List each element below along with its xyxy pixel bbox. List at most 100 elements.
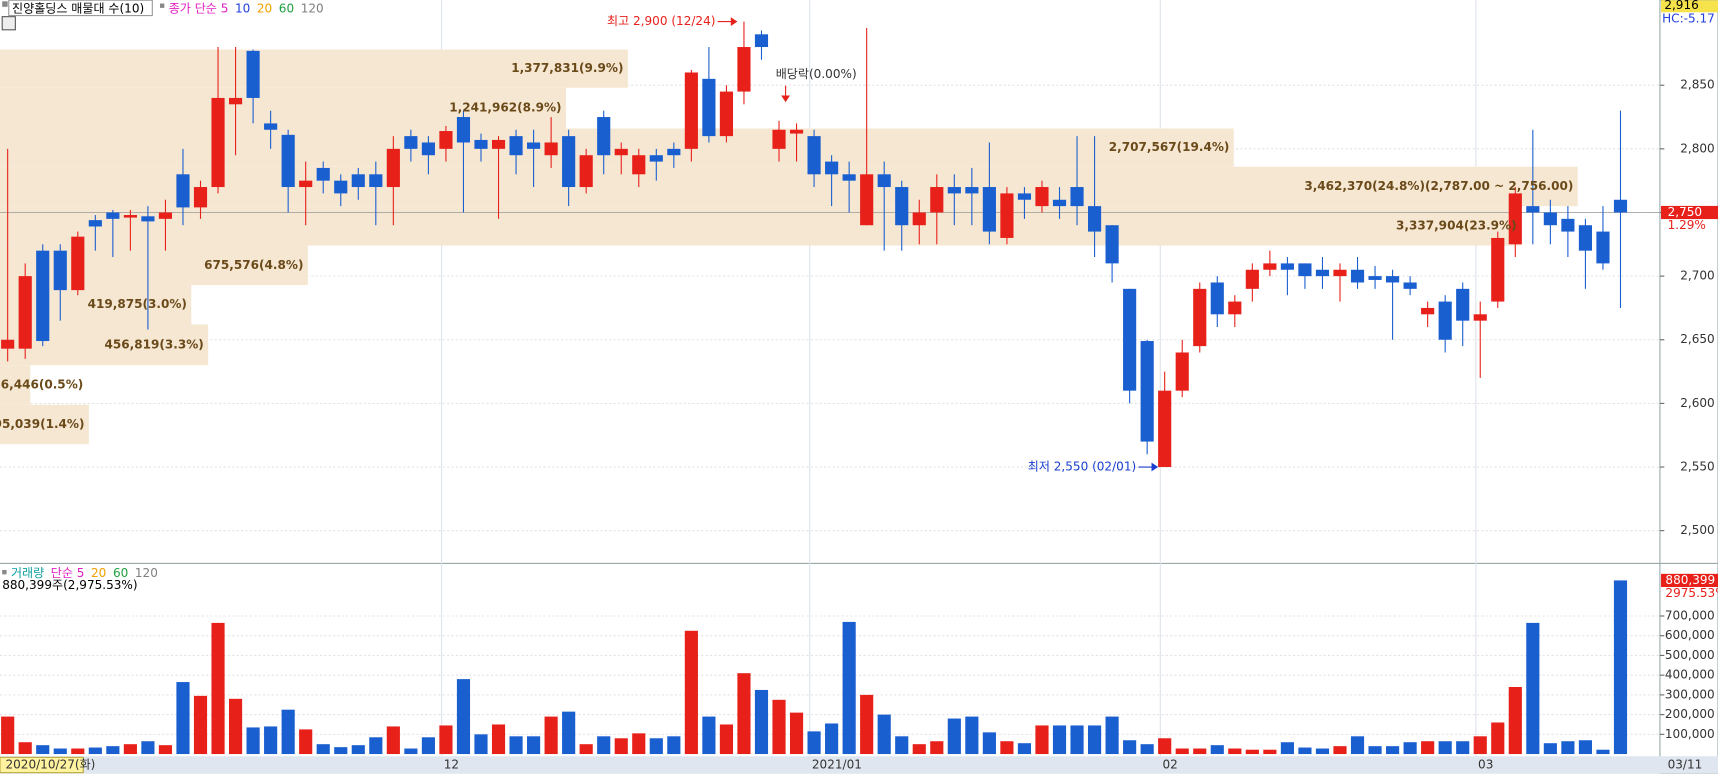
candle-body bbox=[1105, 225, 1119, 264]
candle-body bbox=[1158, 390, 1172, 468]
candle-body bbox=[299, 180, 313, 188]
candle-body bbox=[1228, 301, 1242, 315]
y-tick-label: 2,550 bbox=[1680, 460, 1715, 474]
right-axis-panel bbox=[1659, 0, 1718, 774]
candle-body bbox=[281, 134, 295, 188]
candle-body bbox=[509, 136, 523, 156]
volume-info: 880,399주(2,975.53%) bbox=[2, 578, 137, 592]
volume-bar bbox=[1193, 748, 1207, 755]
volume-bar bbox=[421, 737, 435, 755]
volume-bar bbox=[351, 745, 365, 755]
volume-bar bbox=[1596, 749, 1610, 755]
x-tick-label: 2021/01 bbox=[812, 758, 862, 772]
legend-entry: 60 bbox=[279, 1, 294, 15]
volume-bar bbox=[1087, 725, 1102, 755]
candle-body bbox=[527, 142, 541, 149]
volume-bar bbox=[754, 689, 769, 755]
main-layer bbox=[1, 21, 1628, 755]
candle-body bbox=[544, 142, 558, 156]
legend-entry: 단순 5 bbox=[51, 566, 85, 580]
candle-body bbox=[456, 117, 471, 143]
volume-bar bbox=[456, 679, 471, 755]
volume-bar bbox=[1035, 725, 1049, 755]
candle-body bbox=[1140, 341, 1154, 442]
candle-body bbox=[141, 216, 155, 222]
volume-bar bbox=[1613, 580, 1628, 755]
candle-body bbox=[71, 236, 85, 291]
candle-body bbox=[754, 34, 769, 48]
legend-entry: 종가 단순 5 bbox=[169, 1, 229, 15]
volume-bar bbox=[1368, 746, 1382, 755]
x-tick-label: 02 bbox=[1162, 758, 1177, 772]
volume-bar bbox=[1350, 736, 1365, 755]
y-tick-label: 700,000 bbox=[1665, 608, 1715, 622]
candle-body bbox=[1017, 193, 1032, 200]
candle-body bbox=[1403, 282, 1417, 289]
candle-body bbox=[1263, 263, 1277, 270]
volume-bar bbox=[193, 695, 208, 755]
volume-profile-label: 456,819(3.3%) bbox=[104, 337, 203, 351]
settings-icon[interactable] bbox=[1, 16, 16, 31]
volume-profile-band bbox=[0, 206, 1522, 246]
volume-profile-band bbox=[0, 365, 31, 405]
volume-bar bbox=[1017, 743, 1032, 755]
candle-body bbox=[1526, 206, 1540, 213]
volume-bar bbox=[1123, 740, 1137, 755]
volume-bar bbox=[842, 621, 856, 755]
volume-bar bbox=[281, 709, 295, 755]
candle-body bbox=[36, 250, 50, 342]
candle-body bbox=[1280, 263, 1294, 270]
candle-body bbox=[1421, 307, 1435, 315]
candle-body bbox=[158, 212, 173, 219]
volume-bar bbox=[1543, 743, 1557, 755]
candle-body bbox=[474, 139, 488, 149]
volume-bar bbox=[53, 748, 67, 755]
candle-body bbox=[1070, 187, 1084, 207]
date-axis-band bbox=[0, 756, 1718, 774]
volume-profile-label: 195,039(1.4%) bbox=[0, 417, 84, 431]
candle-body bbox=[193, 187, 208, 208]
candle-body bbox=[1175, 352, 1189, 391]
title-box bbox=[8, 0, 153, 17]
y-tick-label: 2,650 bbox=[1680, 332, 1715, 346]
volume-bar bbox=[1280, 742, 1294, 755]
candle-body bbox=[1193, 288, 1207, 347]
candle-body bbox=[982, 187, 996, 232]
volume-bar bbox=[614, 738, 628, 755]
volume-bar bbox=[702, 716, 716, 755]
volume-bar bbox=[825, 723, 839, 755]
candle-body bbox=[264, 123, 278, 130]
volume-bar bbox=[544, 716, 558, 755]
candle-body bbox=[684, 72, 698, 149]
candle-body bbox=[123, 215, 137, 218]
volume-bar bbox=[36, 745, 50, 755]
volume-bar bbox=[1052, 725, 1067, 755]
volume-bar bbox=[211, 622, 225, 755]
volume-bar bbox=[123, 744, 137, 755]
volume-bar bbox=[158, 745, 173, 755]
volume-bar bbox=[1175, 748, 1189, 755]
candle-body bbox=[1245, 269, 1259, 289]
volume-profile-band bbox=[0, 87, 566, 129]
candle-body bbox=[1, 339, 15, 349]
volume-bar bbox=[982, 732, 996, 755]
volume-bar bbox=[1333, 746, 1347, 755]
background-layer bbox=[0, 0, 1660, 757]
candle-body bbox=[719, 91, 733, 137]
volume-profile-band bbox=[0, 49, 628, 88]
candle-body bbox=[334, 180, 348, 194]
volume-bar bbox=[299, 729, 313, 755]
volume-bar bbox=[1158, 738, 1172, 755]
candle-body bbox=[842, 174, 856, 181]
y-tick-label: 2,800 bbox=[1680, 141, 1715, 155]
volume-bar bbox=[474, 734, 488, 755]
volume-bar bbox=[176, 682, 190, 755]
candle-body bbox=[1087, 206, 1102, 232]
volume-bar bbox=[684, 630, 698, 755]
x-tick-label: 2020/10/27(화) bbox=[5, 758, 95, 772]
candle-body bbox=[228, 97, 243, 105]
volume-bar bbox=[264, 726, 278, 755]
volume-profile-label: 419,875(3.0%) bbox=[88, 297, 187, 311]
candle-body bbox=[316, 167, 330, 181]
volume-bar bbox=[246, 727, 260, 755]
